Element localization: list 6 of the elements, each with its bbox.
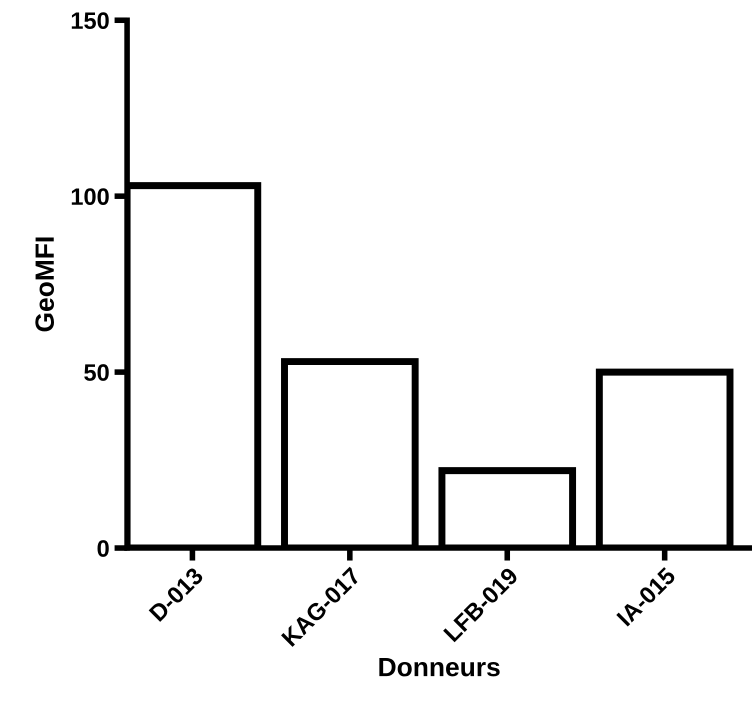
y-tick-label: 0 [98,540,109,557]
y-tick-label: 100 [72,188,109,205]
y-axis-title: GeoMFI [35,238,54,332]
y-tick-label: 150 [72,12,109,30]
x-axis-title: Donneurs [379,658,500,676]
y-tick-label: 50 [84,364,109,381]
